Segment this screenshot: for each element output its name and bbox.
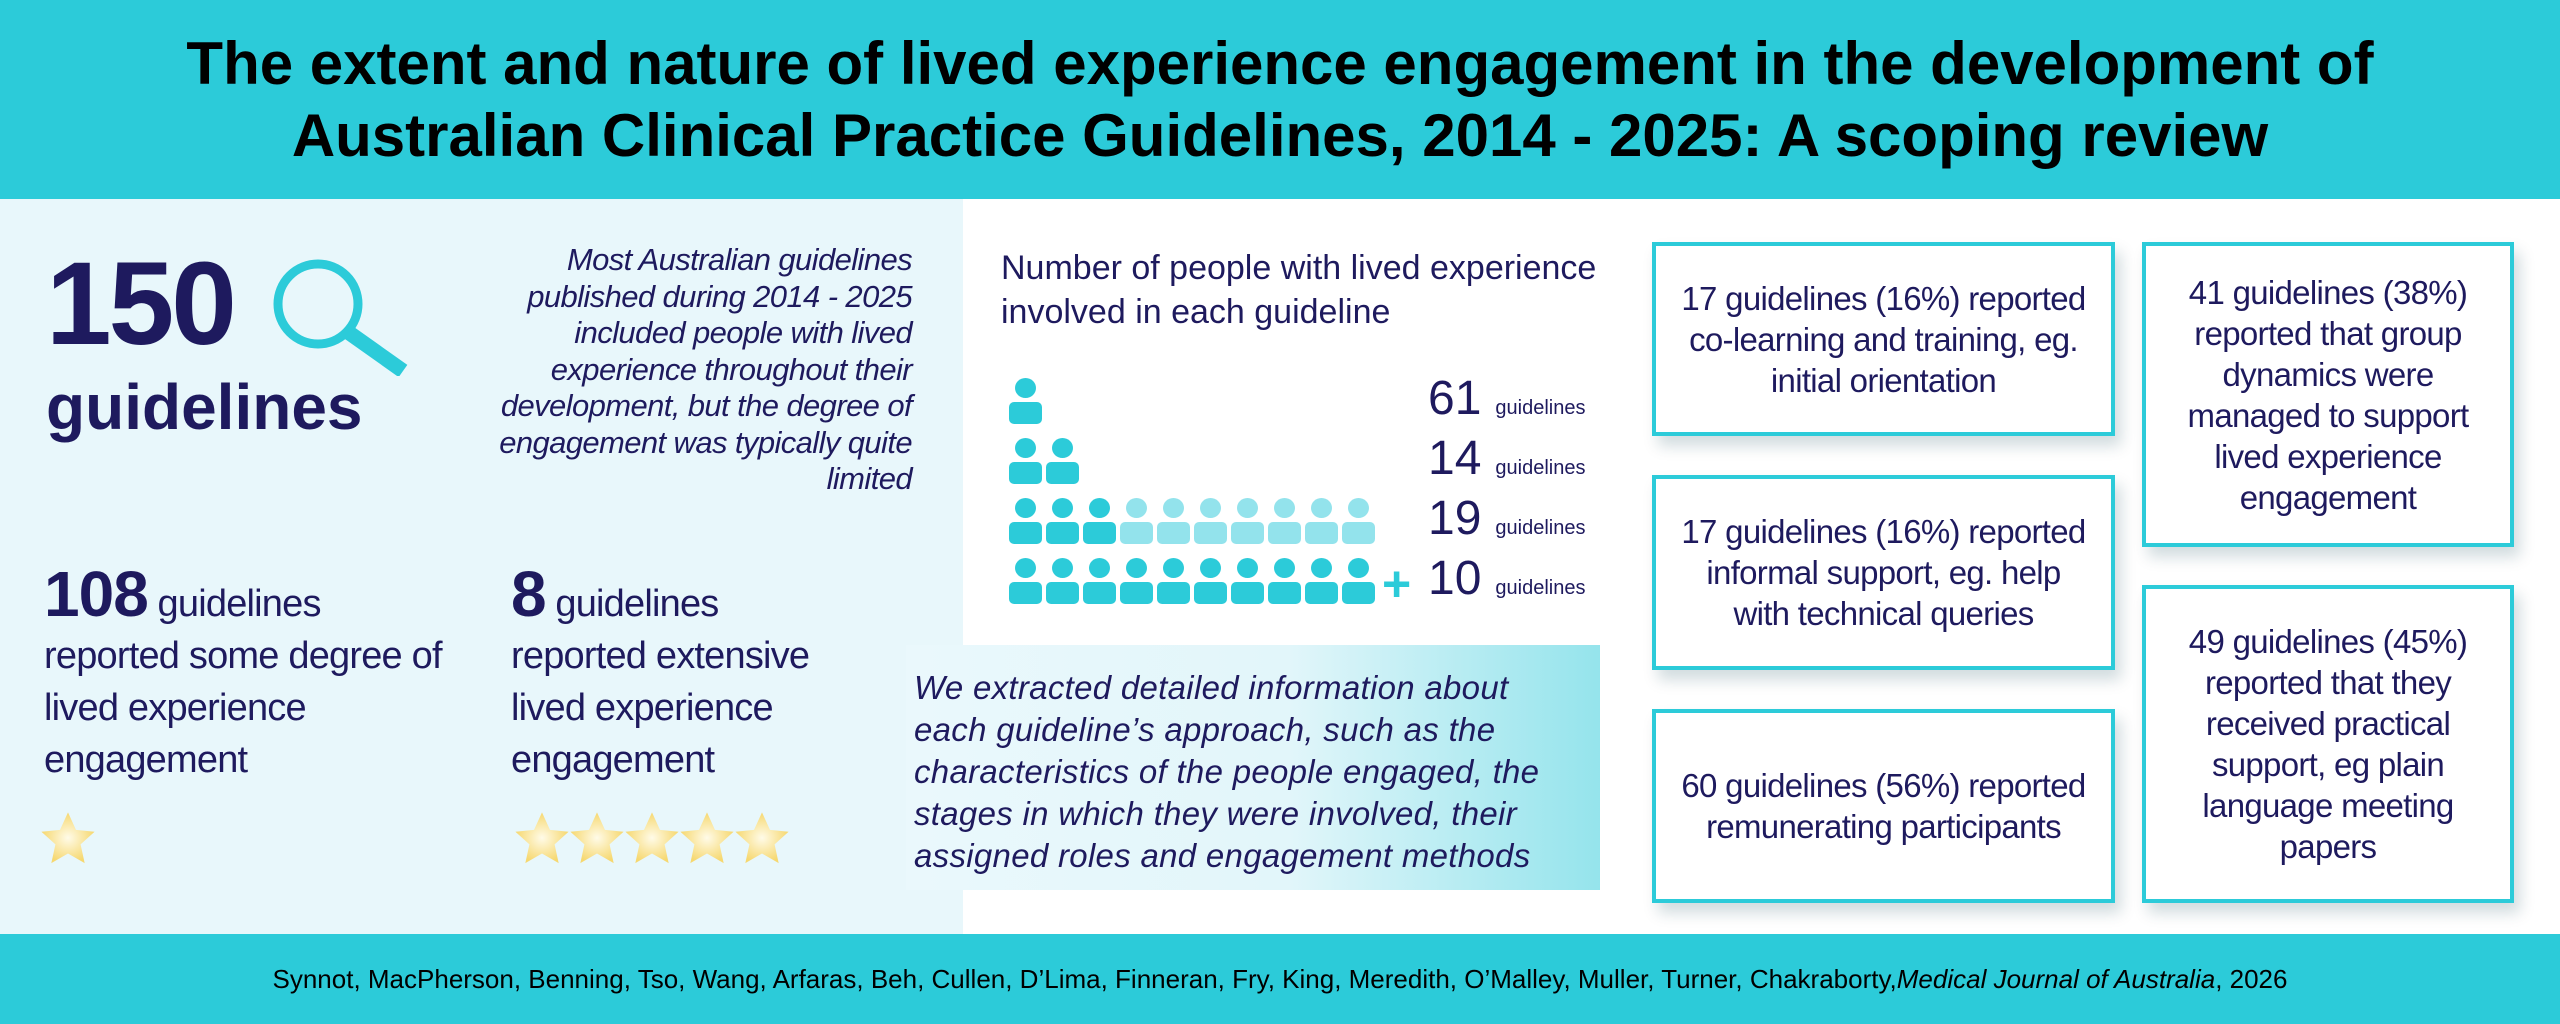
person-icon — [1009, 438, 1042, 484]
row-count: 14 guidelines — [1428, 431, 1585, 486]
finding-box-remuneration: 60 guidelines (56%) reported remuneratin… — [1652, 709, 2115, 903]
person-icon — [1194, 498, 1227, 544]
citation-authors: Synnot, MacPherson, Benning, Tso, Wang, … — [272, 963, 1897, 994]
person-icon — [1083, 498, 1116, 544]
row-count: 19 guidelines — [1428, 491, 1585, 546]
person-icon — [1342, 558, 1375, 604]
person-icon — [1194, 558, 1227, 604]
method-note: We extracted detailed information about … — [906, 645, 1600, 890]
summary-text: Most Australian guidelines published dur… — [499, 242, 912, 496]
stat-unit: guidelines — [555, 583, 719, 625]
star-icon — [625, 812, 679, 864]
count-number: 19 — [1428, 492, 1482, 545]
person-icon — [1009, 498, 1042, 544]
finding-box-practical-support: 49 guidelines (45%) reported that they r… — [2142, 585, 2514, 903]
star-rating-5 — [512, 810, 789, 873]
count-unit: guidelines — [1495, 457, 1586, 479]
person-icon — [1157, 498, 1190, 544]
person-icon — [1231, 498, 1264, 544]
person-icon — [1157, 558, 1190, 604]
person-icon — [1268, 498, 1301, 544]
stat-extensive-engagement: 8 guidelines reported extensive lived ex… — [511, 562, 891, 786]
finding-box-informal-support: 17 guidelines (16%) reported informal su… — [1652, 475, 2115, 670]
count-unit: guidelines — [1495, 517, 1586, 539]
person-icon — [1342, 498, 1375, 544]
star-rating-1 — [38, 810, 95, 873]
stat-text: reported some degree of lived experience… — [44, 635, 443, 781]
person-icon — [1120, 558, 1153, 604]
stat-number: 108 — [44, 558, 149, 630]
stat-some-engagement: 108 guidelines reported some degree of l… — [44, 562, 444, 786]
pictogram-row — [1009, 497, 1375, 544]
citation-year: , 2026 — [2215, 963, 2288, 994]
person-icon — [1009, 558, 1042, 604]
person-icon — [1046, 498, 1079, 544]
star-icon — [735, 812, 789, 864]
person-icon — [1268, 558, 1301, 604]
person-icon — [1305, 498, 1338, 544]
star-icon — [570, 812, 624, 864]
stat-unit: guidelines — [157, 583, 322, 625]
count-unit: guidelines — [1495, 577, 1586, 599]
citation-journal: Medical Journal of Australia — [1896, 963, 2216, 994]
person-icon — [1046, 558, 1079, 604]
stat-number: 8 — [511, 558, 547, 630]
row-count: 61 guidelines — [1428, 371, 1585, 426]
finding-box-co-learning: 17 guidelines (16%) reported co-learning… — [1652, 242, 2115, 436]
magnifier-icon — [273, 259, 408, 376]
left-panel — [0, 199, 963, 934]
person-icon — [1009, 378, 1042, 424]
title-line-2: Australian Clinical Practice Guidelines,… — [291, 101, 2269, 169]
finding-box-group-dynamics: 41 guidelines (38%) reported that group … — [2142, 242, 2514, 547]
person-icon — [1083, 558, 1116, 604]
star-icon — [515, 812, 569, 864]
count-unit: guidelines — [1495, 397, 1586, 419]
person-icon — [1231, 558, 1264, 604]
pictogram-row — [1009, 557, 1375, 604]
page-title: The extent and nature of lived experienc… — [30, 28, 2530, 172]
pictogram-row — [1009, 437, 1079, 484]
total-number: 150 — [46, 238, 237, 370]
total-label: guidelines — [46, 371, 363, 443]
count-number: 14 — [1428, 432, 1482, 485]
stat-text: reported extensive lived experience enga… — [511, 635, 810, 781]
plus-sign: + — [1382, 556, 1412, 612]
person-icon — [1120, 498, 1153, 544]
row-count: 10 guidelines — [1428, 551, 1585, 606]
citation-footer: Synnot, MacPherson, Benning, Tso, Wang, … — [0, 934, 2560, 1024]
person-icon — [1305, 558, 1338, 604]
title-line-1: The extent and nature of lived experienc… — [186, 29, 2374, 97]
star-icon — [680, 812, 734, 864]
person-icon — [1046, 438, 1079, 484]
star-icon — [41, 812, 95, 864]
header-banner: The extent and nature of lived experienc… — [0, 0, 2560, 199]
pictogram-row — [1009, 377, 1042, 424]
count-number: 61 — [1428, 372, 1482, 425]
count-number: 10 — [1428, 552, 1482, 605]
chart-title: Number of people with lived experience i… — [1001, 249, 1597, 331]
